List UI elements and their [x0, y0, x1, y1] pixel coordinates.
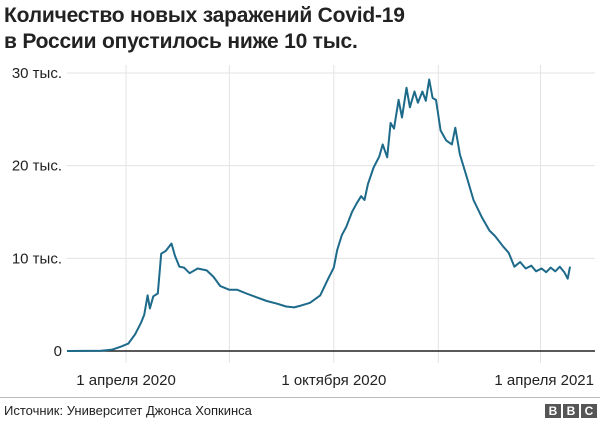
- y-tick-label: 30 тыс.: [12, 65, 62, 82]
- logo-letter: B: [545, 404, 561, 418]
- x-tick-label: 1 апреля 2020: [76, 372, 176, 389]
- y-tick-label: 0: [54, 343, 62, 360]
- y-tick-label: 20 тыс.: [12, 158, 62, 175]
- line-chart: 0 10 тыс. 20 тыс. 30 тыс. 1 апреля 2020 1 окт…: [12, 65, 595, 389]
- logo-letter: C: [581, 404, 597, 418]
- x-tick-label: 1 октября 2020: [281, 372, 386, 389]
- chart-title: Количество новых заражений Covid-19 в Ро…: [4, 3, 405, 55]
- bbc-logo: B B C: [545, 404, 597, 418]
- footer-divider: [0, 397, 600, 398]
- logo-letter: B: [563, 404, 579, 418]
- title-line-1: Количество новых заражений Covid-19: [4, 4, 405, 27]
- title-line-2: в России опустилось ниже 10 тыс.: [4, 30, 358, 53]
- x-tick-label: 1 апреля 2021: [494, 372, 594, 389]
- source-note: Источник: Университет Джонса Хопкинса: [4, 403, 252, 418]
- cases-line: [66, 78, 571, 352]
- y-tick-label: 10 тыс.: [12, 250, 62, 267]
